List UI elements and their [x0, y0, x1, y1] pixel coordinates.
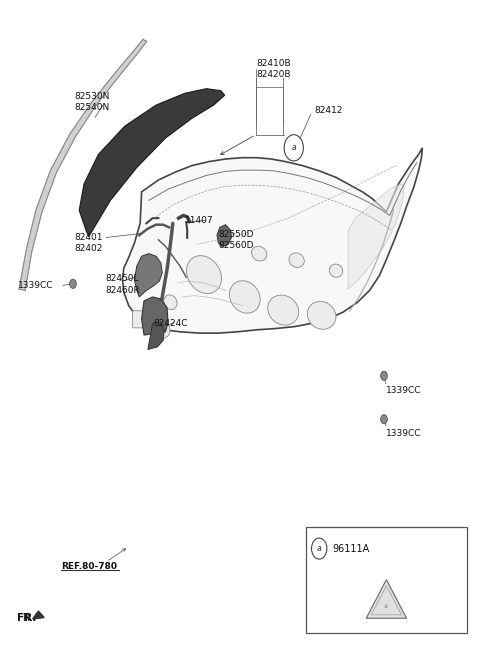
Circle shape — [381, 415, 387, 424]
Text: REF.80-780: REF.80-780 — [61, 562, 118, 571]
Text: 1339CC: 1339CC — [386, 386, 422, 396]
Circle shape — [70, 279, 76, 288]
Text: 1339CC: 1339CC — [18, 281, 54, 290]
Ellipse shape — [187, 256, 221, 294]
Text: 82550D
82560D: 82550D 82560D — [218, 230, 254, 250]
Ellipse shape — [164, 295, 177, 309]
Polygon shape — [148, 322, 164, 350]
Circle shape — [312, 538, 327, 559]
Text: 1339CC: 1339CC — [386, 429, 422, 438]
Circle shape — [284, 135, 303, 161]
Circle shape — [381, 371, 387, 380]
Polygon shape — [122, 148, 422, 333]
Text: 82530N
82540N: 82530N 82540N — [74, 92, 110, 112]
Text: 82410B
82420B: 82410B 82420B — [257, 59, 291, 79]
Polygon shape — [348, 184, 404, 289]
Ellipse shape — [307, 302, 336, 329]
Text: 82424C: 82424C — [154, 319, 188, 328]
Polygon shape — [79, 89, 225, 237]
FancyBboxPatch shape — [132, 311, 148, 328]
Text: ▲: ▲ — [384, 603, 388, 608]
Polygon shape — [134, 254, 162, 297]
Text: 96111A: 96111A — [333, 543, 370, 554]
Polygon shape — [217, 225, 231, 246]
Ellipse shape — [252, 246, 267, 261]
Ellipse shape — [329, 264, 343, 277]
Text: 82412: 82412 — [314, 106, 343, 115]
Ellipse shape — [268, 295, 299, 325]
Polygon shape — [33, 611, 44, 619]
Ellipse shape — [156, 321, 170, 338]
Text: 11407: 11407 — [185, 215, 214, 225]
Ellipse shape — [289, 253, 304, 267]
Polygon shape — [19, 39, 146, 290]
Text: a: a — [317, 544, 322, 553]
Text: FR.: FR. — [17, 612, 36, 623]
Ellipse shape — [229, 281, 260, 313]
Text: a: a — [291, 143, 296, 152]
Text: 82401
82402: 82401 82402 — [74, 233, 103, 253]
FancyBboxPatch shape — [306, 527, 467, 633]
Text: 82450L
82460R: 82450L 82460R — [106, 275, 140, 294]
Polygon shape — [366, 579, 407, 618]
Polygon shape — [142, 297, 168, 335]
Text: FR.: FR. — [17, 612, 33, 623]
